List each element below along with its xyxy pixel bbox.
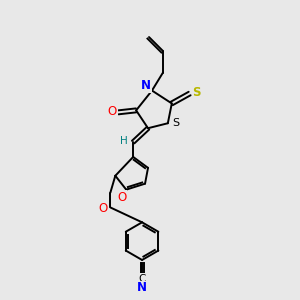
Text: C: C [138,274,146,284]
Text: S: S [192,86,201,99]
Text: O: O [108,105,117,118]
Text: O: O [118,191,127,204]
Text: H: H [120,136,128,146]
Text: S: S [172,118,179,128]
Text: N: N [141,79,151,92]
Text: O: O [99,202,108,215]
Text: N: N [137,281,147,294]
